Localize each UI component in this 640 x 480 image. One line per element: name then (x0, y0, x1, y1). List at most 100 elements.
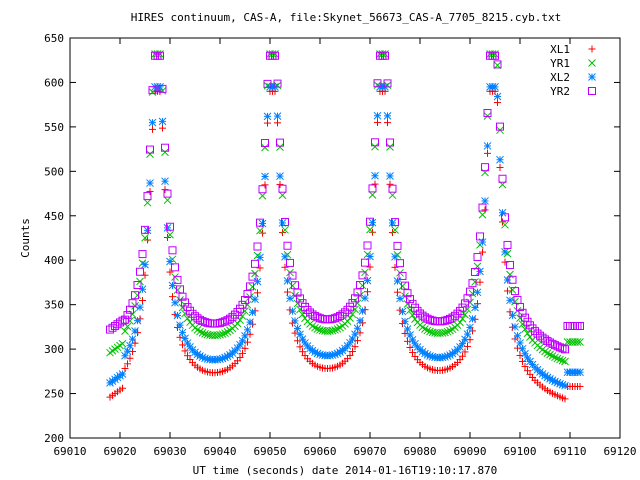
data-point (276, 143, 284, 151)
data-point (561, 395, 569, 403)
data-point (518, 308, 527, 317)
x-tick-label: 69030 (153, 445, 186, 458)
data-point (371, 171, 379, 180)
data-point (161, 177, 169, 186)
x-tick-label: 69070 (353, 445, 386, 458)
data-point (481, 163, 489, 172)
data-point (406, 295, 414, 304)
data-point (118, 339, 127, 348)
data-point (356, 316, 364, 325)
data-point (368, 184, 377, 193)
data-point (181, 298, 189, 307)
data-point (149, 125, 156, 133)
data-point (506, 296, 514, 305)
data-point (393, 241, 402, 250)
data-point (516, 314, 524, 322)
data-point (384, 119, 391, 127)
data-point (283, 277, 292, 285)
axis-tick-labels: 69010 69020 69030 69040 69050 69060 69070 69080… (44, 32, 636, 458)
data-point (126, 341, 134, 350)
data-point (478, 210, 487, 219)
data-point (511, 287, 519, 296)
x-tick-label: 69060 (303, 445, 336, 458)
data-point (393, 277, 402, 285)
data-point (476, 232, 484, 241)
data-point (391, 226, 399, 234)
data-point (348, 310, 357, 319)
data-point (516, 351, 524, 359)
data-point (474, 300, 481, 308)
legend-label: XL2 (550, 71, 570, 84)
data-point (458, 315, 467, 323)
data-point (184, 352, 191, 360)
data-point (256, 253, 264, 262)
data-point (348, 298, 357, 307)
data-point (258, 185, 267, 194)
data-point (493, 60, 502, 69)
data-point (169, 293, 176, 301)
data-point (361, 258, 369, 267)
legend-marker (588, 59, 596, 67)
data-point (501, 220, 509, 229)
legend-label: YR1 (550, 57, 570, 70)
data-point (283, 241, 292, 250)
data-point (241, 344, 249, 352)
series-YR2 (106, 51, 584, 354)
data-point (576, 338, 584, 346)
data-point (133, 291, 142, 300)
data-point (276, 138, 284, 147)
data-point (421, 349, 429, 358)
data-point (403, 325, 412, 333)
data-point (128, 335, 137, 343)
y-tick-label: 650 (44, 32, 64, 45)
data-point (163, 189, 172, 198)
data-point (426, 327, 434, 336)
data-point (238, 300, 247, 309)
chart-title: HIRES continuum, CAS-A, file:Skynet_5667… (131, 11, 561, 24)
data-point (476, 278, 484, 286)
data-point (218, 330, 227, 338)
data-point (236, 353, 244, 361)
data-point (296, 294, 304, 303)
data-point (366, 217, 374, 226)
data-point (313, 325, 322, 333)
data-point (401, 281, 409, 290)
data-point (493, 92, 502, 101)
plot-frame (69, 37, 621, 439)
data-point (576, 368, 584, 377)
data-point (201, 330, 209, 338)
data-point (496, 164, 504, 172)
data-point (273, 79, 282, 88)
data-point (453, 309, 462, 318)
data-point (121, 327, 129, 335)
x-tick-label: 69100 (503, 445, 536, 458)
data-point (271, 50, 279, 58)
data-point (556, 343, 564, 352)
data-point (459, 352, 466, 360)
data-point (386, 143, 394, 151)
data-point (543, 337, 552, 346)
data-point (131, 291, 139, 300)
data-point (524, 367, 531, 375)
data-point (553, 354, 562, 363)
data-point (353, 299, 362, 308)
data-point (239, 349, 246, 357)
data-point (281, 226, 289, 234)
data-point (468, 279, 477, 288)
data-point (138, 285, 147, 294)
data-point (441, 328, 449, 337)
y-tick-label: 550 (44, 121, 64, 134)
data-point (491, 83, 499, 91)
data-point (546, 350, 554, 359)
data-point (503, 240, 512, 249)
data-point (143, 192, 152, 201)
data-point (461, 310, 469, 319)
data-point (353, 324, 362, 333)
data-point (128, 299, 137, 308)
legend-marker (588, 73, 596, 81)
data-point (294, 337, 301, 345)
data-point (478, 203, 487, 212)
data-point (136, 303, 144, 312)
data-point (244, 338, 251, 346)
data-point (123, 311, 132, 320)
